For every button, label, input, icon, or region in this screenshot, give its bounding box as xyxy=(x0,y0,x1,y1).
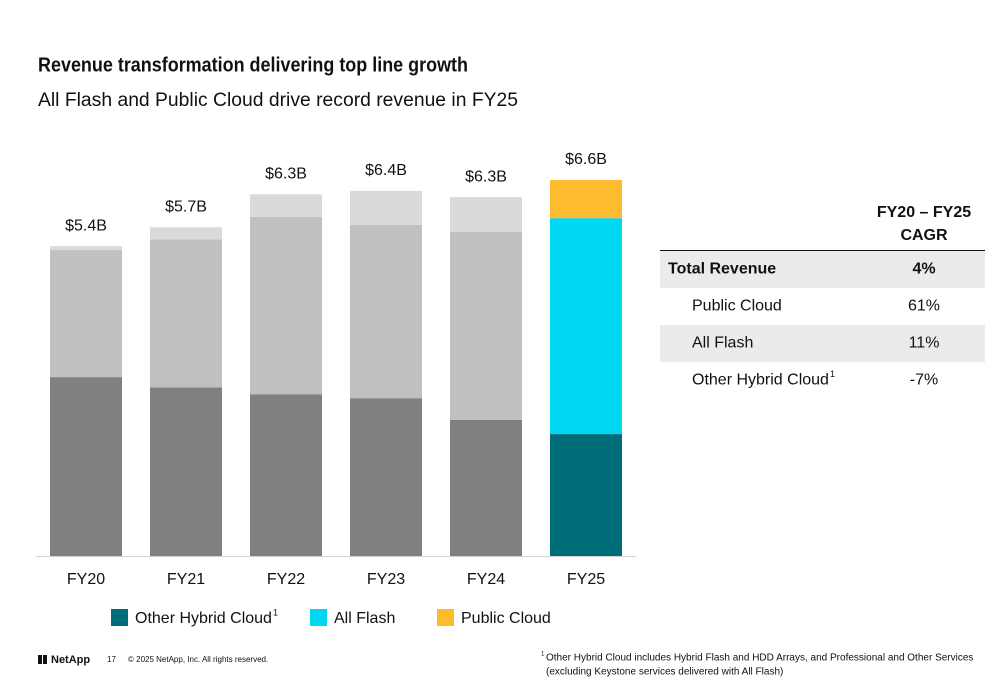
bar-segment xyxy=(250,194,322,218)
page-number: 17 xyxy=(107,655,116,664)
legend-swatch xyxy=(310,609,327,626)
bar-segment xyxy=(250,217,322,395)
table-row-label: Total Revenue xyxy=(668,261,776,278)
footnote: (excluding Keystone services delivered w… xyxy=(546,667,783,678)
logo-mark xyxy=(38,655,42,664)
table-row-value: -7% xyxy=(910,372,938,389)
x-tick-label: FY20 xyxy=(67,571,105,588)
chart-title: Revenue transformation delivering top li… xyxy=(38,54,468,76)
bar-segment xyxy=(250,394,322,556)
legend-label: Other Hybrid Cloud xyxy=(135,610,272,627)
legend-label: All Flash xyxy=(334,610,395,627)
legend-swatch xyxy=(437,609,454,626)
table-row-bg xyxy=(660,325,985,362)
total-label: $6.3B xyxy=(265,165,307,182)
table-row-value: 61% xyxy=(908,298,940,315)
table-row-bg xyxy=(660,251,985,288)
table-row-label: All Flash xyxy=(692,335,753,352)
x-tick-label: FY22 xyxy=(267,571,305,588)
bar-segment xyxy=(50,246,122,251)
legend-sup: 1 xyxy=(273,607,278,617)
total-label: $5.4B xyxy=(65,217,107,234)
bar-segment xyxy=(350,398,422,556)
table-header: CAGR xyxy=(900,227,948,244)
bar-segment xyxy=(50,250,122,378)
x-tick-label: FY23 xyxy=(367,571,405,588)
table-row-value: 11% xyxy=(909,335,940,352)
bar-segment xyxy=(50,377,122,556)
bar-segment xyxy=(550,218,622,435)
total-label: $6.4B xyxy=(365,162,407,179)
table-row-value: 4% xyxy=(912,261,935,278)
table-row-sup: 1 xyxy=(830,369,835,379)
x-tick-label: FY24 xyxy=(467,571,505,588)
bar-segment xyxy=(450,197,522,232)
chart-subtitle: All Flash and Public Cloud drive record … xyxy=(38,90,518,111)
bar-segment xyxy=(150,239,222,388)
total-label: $6.6B xyxy=(565,151,607,168)
bar-segment xyxy=(450,419,522,556)
legend-label: Public Cloud xyxy=(461,610,551,627)
bar-segment xyxy=(350,190,422,226)
table-header: FY20 – FY25 xyxy=(877,204,971,221)
x-tick-label: FY21 xyxy=(167,571,205,588)
footnote-mark: 1 xyxy=(541,652,545,658)
logo-text: NetApp xyxy=(51,654,90,666)
bar-segment xyxy=(550,180,622,219)
footnote: Other Hybrid Cloud includes Hybrid Flash… xyxy=(546,653,973,664)
table-row-label: Other Hybrid Cloud xyxy=(692,372,829,389)
logo-mark xyxy=(43,655,47,664)
bar-segment xyxy=(150,387,222,556)
bar-segment xyxy=(450,231,522,420)
total-label: $5.7B xyxy=(165,199,207,216)
x-tick-label: FY25 xyxy=(567,571,605,588)
bar-segment xyxy=(350,225,422,399)
copyright: © 2025 NetApp, Inc. All rights reserved. xyxy=(128,655,268,664)
table-row-label: Public Cloud xyxy=(692,298,782,315)
bar-segment xyxy=(150,227,222,240)
total-label: $6.3B xyxy=(465,168,507,185)
bar-segment xyxy=(550,434,622,556)
legend-swatch xyxy=(111,609,128,626)
